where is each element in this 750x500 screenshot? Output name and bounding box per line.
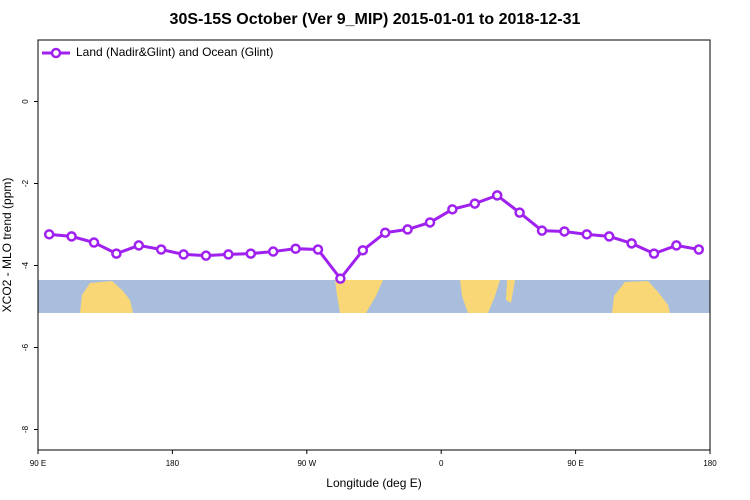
data-point (603, 231, 615, 242)
data-point (223, 249, 234, 260)
data-point (648, 248, 660, 259)
x-tick-label: 180 (166, 459, 180, 468)
data-point (267, 246, 279, 257)
data-point (379, 227, 391, 238)
legend-marker (50, 47, 62, 59)
data-point (155, 244, 167, 255)
data-point (245, 248, 257, 259)
data-point (290, 243, 301, 254)
data-point (66, 231, 77, 242)
map-strip (38, 280, 710, 313)
data-point (178, 249, 189, 260)
x-tick-label: 90 E (567, 459, 583, 468)
y-tick-label: -2 (21, 179, 30, 187)
data-point (43, 229, 55, 240)
data-point (200, 250, 212, 261)
data-point (424, 217, 436, 228)
data-point (626, 238, 637, 249)
data-point (559, 226, 570, 237)
data-point (491, 190, 503, 201)
y-tick-label: -8 (21, 425, 30, 433)
data-point (133, 240, 145, 251)
data-point (447, 204, 458, 215)
data-point (88, 237, 100, 248)
x-tick-label: 90 W (297, 459, 316, 468)
data-point (335, 273, 346, 284)
x-tick-label: 0 (439, 459, 444, 468)
data-point (671, 240, 682, 251)
y-tick-label: -4 (21, 261, 30, 269)
legend-text: Land (Nadir&Glint) and Ocean (Glint) (76, 45, 273, 59)
x-tick-label: 90 E (30, 459, 46, 468)
y-axis-label: XCO2 - MLO trend (ppm) (0, 178, 14, 313)
y-tick-label: -6 (21, 343, 30, 351)
chart-title: 30S-15S October (Ver 9_MIP) 2015-01-01 t… (170, 11, 581, 28)
data-point (469, 198, 481, 209)
data-point (111, 248, 122, 259)
y-tick-label: 0 (21, 99, 30, 104)
series-line (49, 193, 700, 282)
data-point (357, 245, 369, 256)
plot-frame (37, 39, 711, 451)
x-tick-label: 180 (703, 459, 717, 468)
data-point (514, 207, 525, 218)
data-point (402, 224, 413, 235)
data-point (581, 229, 593, 240)
data-point (536, 225, 548, 236)
data-point (312, 244, 324, 255)
x-axis-label: Longitude (deg E) (326, 476, 421, 490)
data-point (693, 244, 705, 255)
